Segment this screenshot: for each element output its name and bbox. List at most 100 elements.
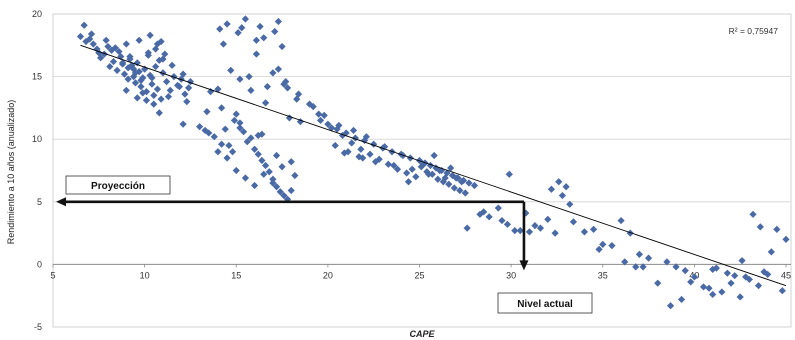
data-point — [109, 57, 118, 66]
data-point — [562, 183, 570, 191]
y-tick-label-1: 0 — [37, 259, 42, 269]
data-point — [551, 229, 559, 237]
data-point — [448, 171, 457, 180]
data-point — [296, 118, 304, 126]
data-point — [366, 150, 374, 158]
data-point — [113, 66, 121, 74]
data-point — [287, 158, 295, 166]
data-point — [102, 36, 110, 44]
data-point — [142, 96, 151, 104]
data-point — [238, 24, 246, 32]
data-point — [408, 165, 416, 173]
data-point — [357, 145, 365, 153]
data-point — [271, 27, 279, 36]
data-point — [434, 175, 442, 183]
data-point — [749, 210, 757, 218]
data-point — [480, 208, 488, 216]
y-tick-label-5: 20 — [32, 9, 42, 19]
data-point — [335, 121, 343, 130]
data-point — [608, 242, 616, 250]
data-point — [742, 273, 750, 281]
data-point — [241, 174, 250, 182]
data-point — [89, 40, 97, 48]
data-point — [316, 116, 325, 125]
data-point — [166, 86, 174, 94]
data-point — [348, 139, 356, 147]
current-level-label: Nivel actual — [517, 299, 573, 310]
data-point — [258, 130, 266, 138]
data-point — [340, 149, 348, 157]
data-point — [137, 76, 145, 84]
data-point — [589, 225, 598, 233]
data-point — [621, 258, 629, 266]
data-point — [349, 126, 358, 135]
y-axis-title: Rendimiento a 10 años (anualizado) — [6, 100, 16, 245]
data-point — [223, 20, 231, 28]
data-point — [690, 273, 698, 281]
data-point — [223, 154, 231, 162]
data-point — [260, 34, 268, 42]
data-point — [644, 254, 653, 262]
data-point — [461, 189, 469, 197]
data-point — [179, 120, 187, 128]
data-point — [355, 153, 363, 161]
data-point — [458, 178, 466, 186]
data-point — [245, 73, 253, 81]
data-point — [210, 133, 218, 141]
data-point — [254, 150, 262, 158]
data-point — [403, 169, 411, 177]
data-point — [677, 295, 686, 304]
data-point — [525, 228, 534, 236]
data-point — [687, 278, 695, 286]
data-point — [181, 90, 189, 98]
x-tick-label-3: 20 — [323, 270, 333, 280]
data-point — [278, 163, 286, 171]
data-point — [241, 15, 250, 23]
data-point — [261, 99, 270, 107]
data-point — [150, 91, 158, 99]
data-point — [260, 170, 268, 178]
data-point — [152, 62, 160, 71]
projection-label: Proyección — [91, 181, 145, 192]
data-point — [712, 264, 720, 272]
data-point — [654, 279, 662, 287]
data-point — [760, 268, 768, 276]
data-point — [773, 225, 781, 233]
data-point — [161, 50, 169, 58]
data-point — [384, 160, 392, 168]
data-point — [234, 29, 242, 37]
data-point — [216, 25, 224, 33]
data-point — [252, 36, 261, 44]
data-point — [569, 218, 578, 226]
data-point — [87, 30, 96, 38]
data-point — [148, 74, 156, 82]
data-point — [272, 183, 281, 191]
data-point — [122, 40, 130, 48]
data-point — [269, 175, 277, 183]
data-point — [119, 59, 127, 67]
y-tick-label-0: -5 — [34, 322, 42, 332]
data-point — [745, 275, 753, 284]
data-point — [436, 166, 444, 175]
data-point — [505, 170, 513, 178]
data-point — [285, 114, 293, 122]
data-point — [778, 287, 786, 295]
data-point — [294, 90, 303, 98]
data-point — [217, 104, 226, 112]
data-point — [320, 111, 328, 120]
plot-area — [52, 13, 792, 328]
data-point — [274, 17, 282, 26]
data-point — [247, 86, 255, 94]
data-point — [359, 154, 367, 162]
data-point — [126, 52, 134, 61]
trendline-segment — [80, 44, 787, 287]
data-point — [617, 216, 625, 225]
data-point — [124, 64, 132, 72]
data-point — [155, 109, 163, 117]
data-point — [122, 86, 130, 94]
data-point — [104, 42, 112, 51]
data-point — [76, 32, 85, 41]
data-point — [254, 131, 262, 140]
data-point — [731, 272, 739, 280]
data-point — [196, 123, 204, 131]
